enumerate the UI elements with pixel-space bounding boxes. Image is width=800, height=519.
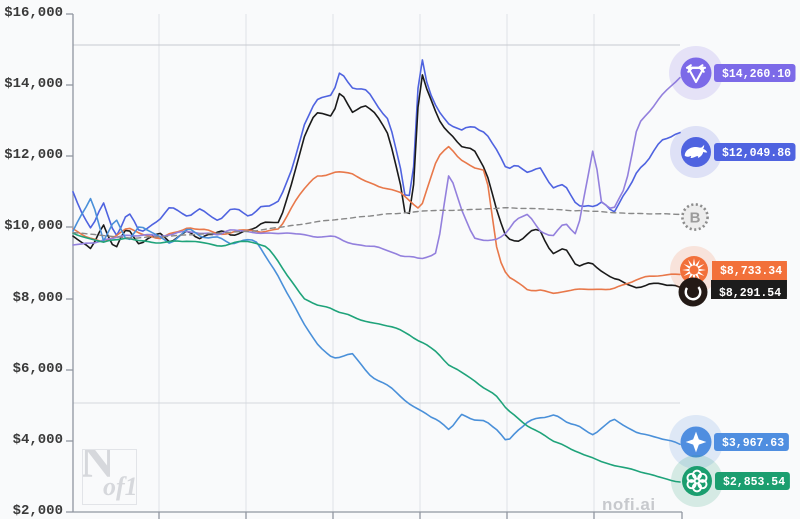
svg-text:B: B	[690, 209, 701, 226]
